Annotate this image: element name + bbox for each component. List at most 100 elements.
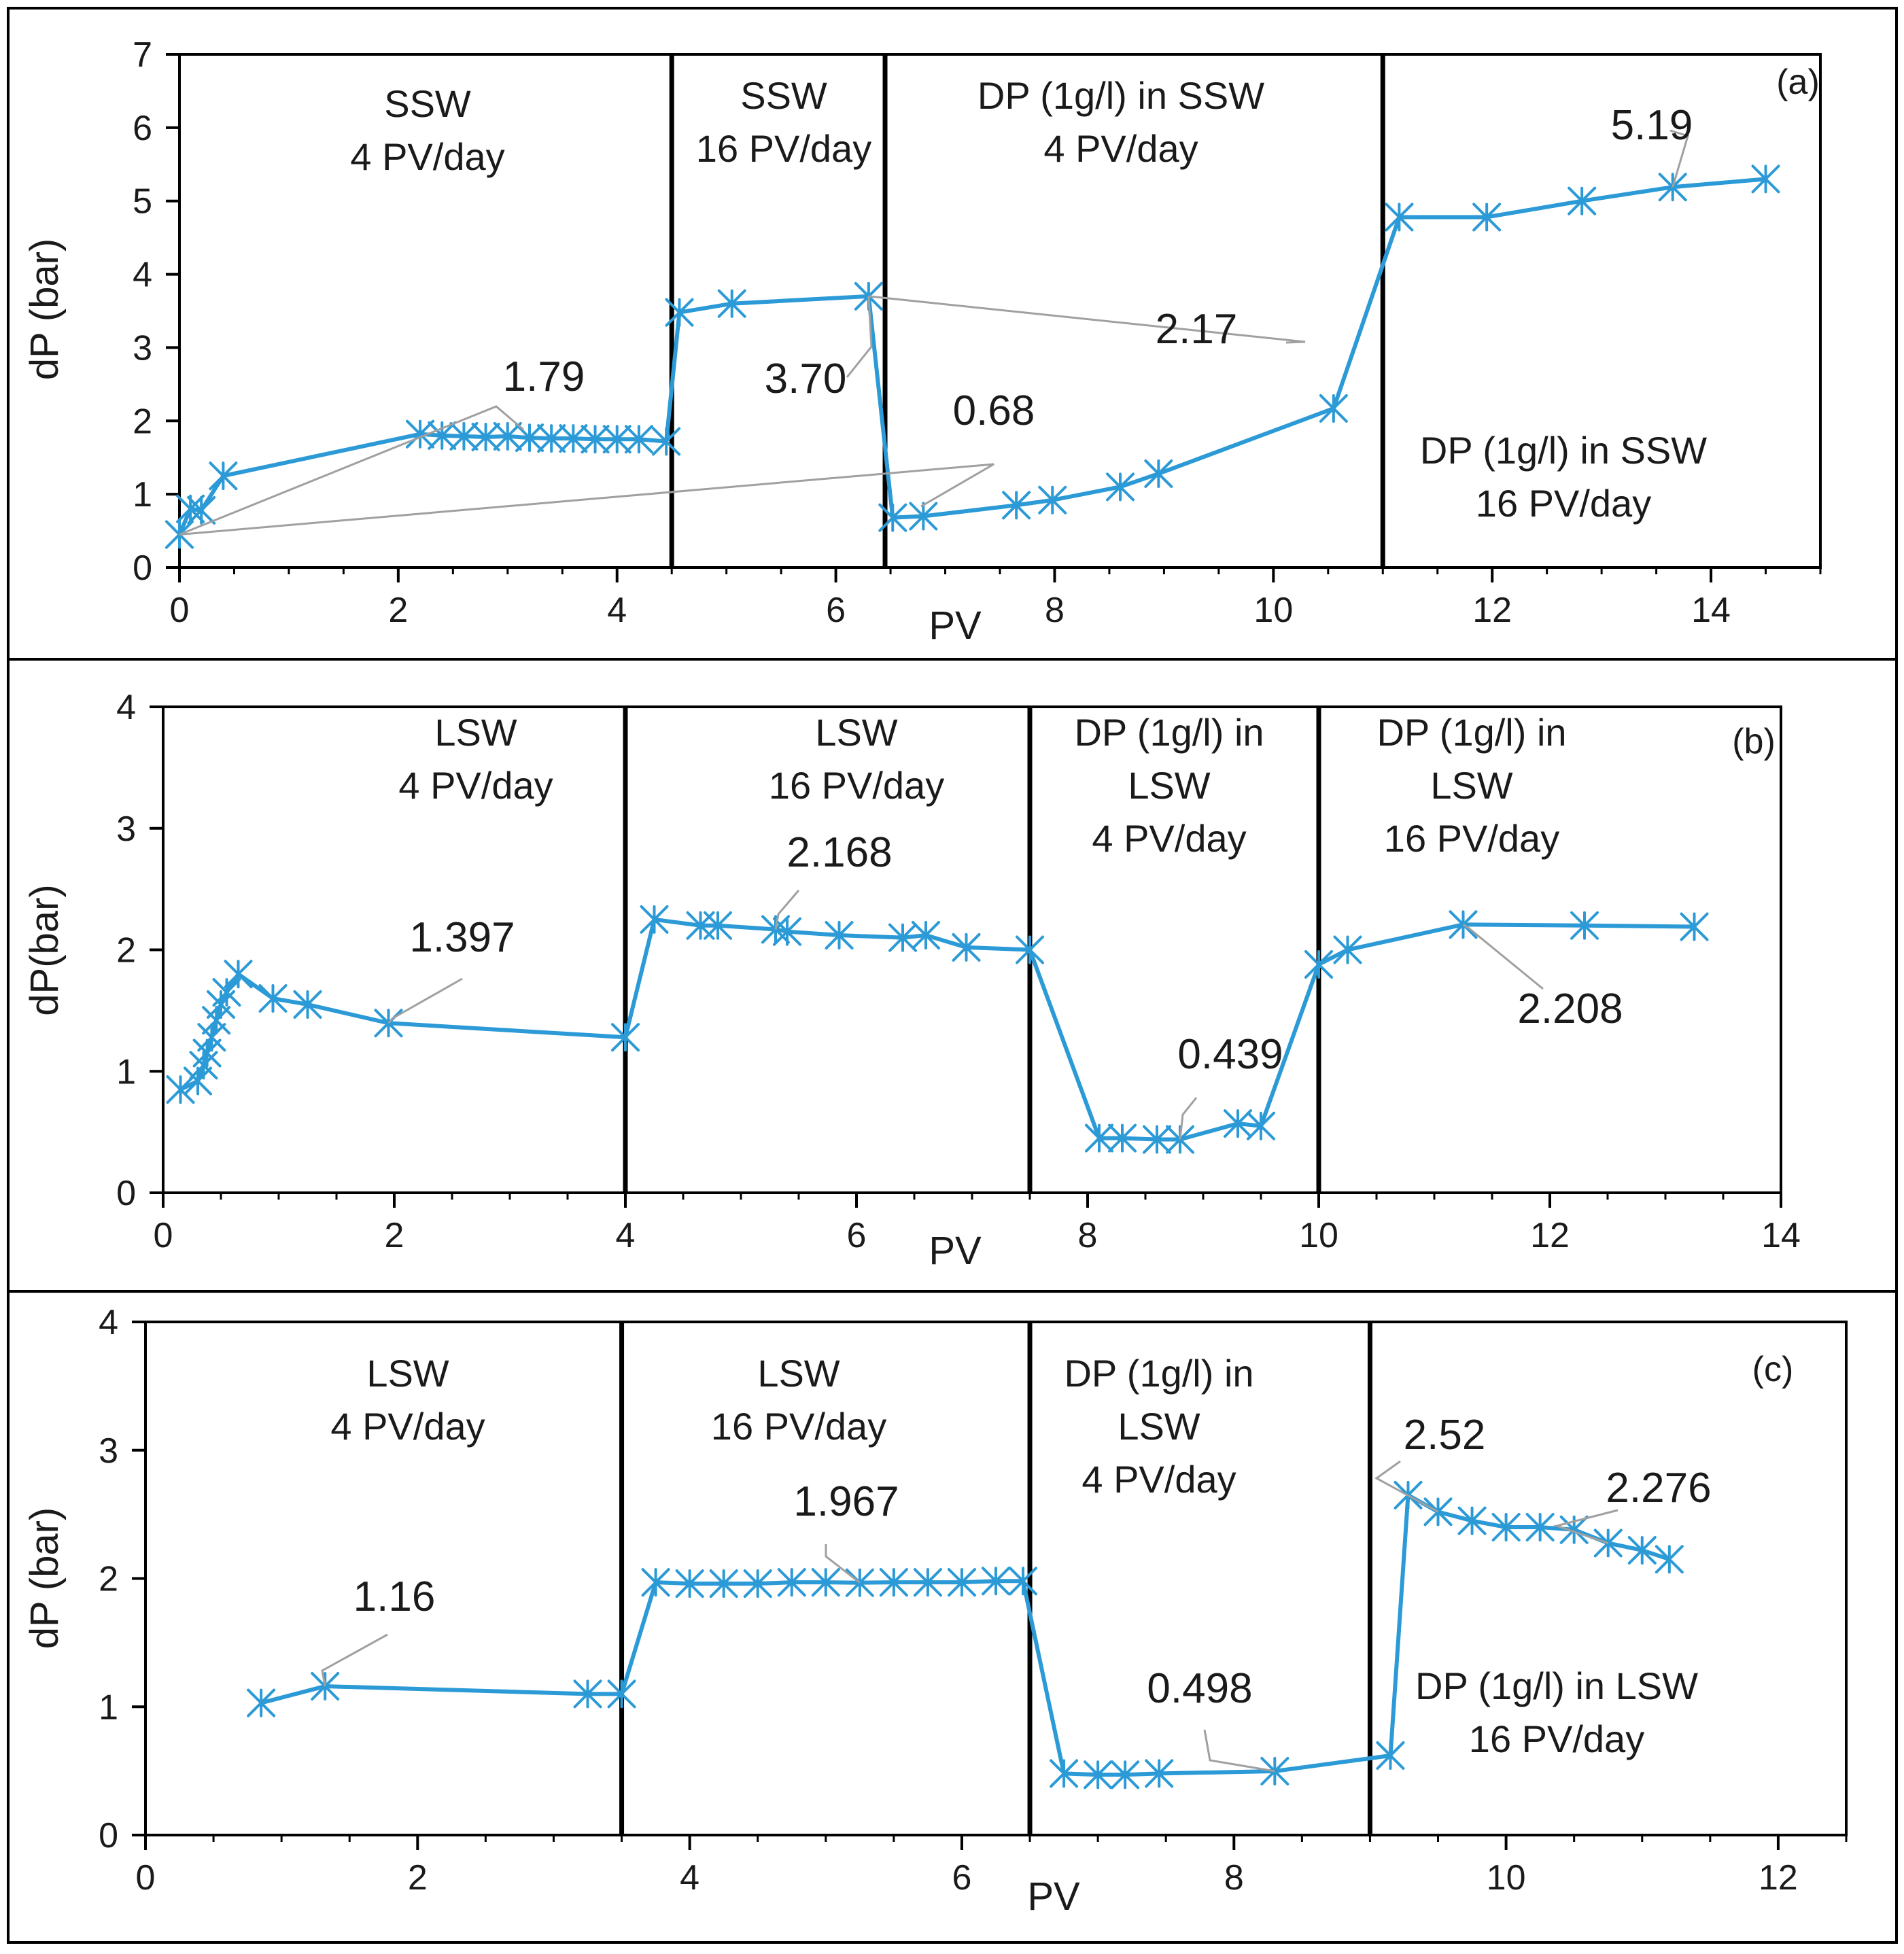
panel-c-annotation-leader xyxy=(1374,1460,1439,1513)
panel-c-y-tick-label: 1 xyxy=(99,1688,118,1727)
panel-b-annotation-leader xyxy=(774,890,800,930)
panel-a-data-point xyxy=(1038,485,1067,514)
panel-b-data-point xyxy=(1247,1111,1275,1140)
panel-b-y-tick-label: 1 xyxy=(116,1052,136,1092)
panel-c-x-tick-label: 4 xyxy=(680,1858,699,1898)
panel-a-data-point xyxy=(717,289,746,318)
panel-a-annotation-leader xyxy=(1669,129,1689,188)
panel-a-data-point xyxy=(1751,164,1780,194)
panel-a-region-label: 4 PV/day xyxy=(1043,127,1198,170)
panel-a-data-point xyxy=(187,495,216,525)
panel-b-data-point xyxy=(202,1006,231,1035)
panel-b-data-point xyxy=(640,905,669,934)
panel-a-region-label: 16 PV/day xyxy=(1476,482,1651,525)
panel-a-data-point xyxy=(665,298,694,327)
panel-b-region-label: LSW xyxy=(434,711,517,754)
panel-b-y-tick-label: 2 xyxy=(116,931,136,971)
panel-c-data-label: 1.16 xyxy=(353,1573,436,1620)
panel-b-data-point xyxy=(258,984,288,1013)
panel-a-x-tick-label: 6 xyxy=(826,591,846,630)
panel-b-data-point xyxy=(166,1075,195,1104)
panel-b-data-point xyxy=(912,921,940,950)
panel-c-panel-tag: (c) xyxy=(1752,1350,1794,1389)
panel-a-data-point xyxy=(406,419,435,449)
panel-b-data-label: 2.168 xyxy=(786,829,892,876)
panel-c-data-label: 2.52 xyxy=(1404,1412,1486,1459)
panel-b-region-label: DP (1g/l) in xyxy=(1377,711,1566,754)
panel-c-data-point xyxy=(607,1679,636,1709)
panel-b-x-tick-label: 12 xyxy=(1530,1216,1570,1255)
panel-b-region-label: 4 PV/day xyxy=(398,764,553,807)
panel-c-data-point xyxy=(1491,1513,1521,1541)
panel-b-data-point xyxy=(1333,935,1362,964)
panel-b-x-tick-label: 0 xyxy=(154,1216,173,1255)
panel-a-data-point xyxy=(493,421,522,451)
panel-a-data-point xyxy=(471,423,500,452)
panel-a-x-axis-title: PV xyxy=(929,604,982,648)
panel-c-x-tick-label: 12 xyxy=(1759,1858,1798,1898)
panel-a-x-tick-label: 10 xyxy=(1253,591,1293,630)
panel-b-x-axis-title: PV xyxy=(929,1229,982,1273)
panel-a-data-label: 3.70 xyxy=(765,355,847,402)
panel-c-y-tick-label: 3 xyxy=(99,1431,118,1471)
panel-b-data-point xyxy=(611,1023,640,1052)
panel-a-x-tick-label: 14 xyxy=(1691,591,1731,630)
panel-b-x-tick-label: 6 xyxy=(847,1216,867,1255)
panel-c-data-point xyxy=(1376,1741,1405,1770)
panel-a-data-point xyxy=(1472,203,1502,232)
panel-c-data-point xyxy=(1084,1760,1113,1790)
panel-b-data-point xyxy=(1016,935,1044,964)
panel-b-y-tick-label: 4 xyxy=(116,688,136,727)
panel-a-y-tick-label: 1 xyxy=(133,475,152,514)
panel-frame-c xyxy=(7,1290,1898,1944)
panel-a-y-tick-label: 4 xyxy=(133,256,152,295)
panel-c-region-label: DP (1g/l) in xyxy=(1064,1352,1253,1395)
panel-a-region-label: SSW xyxy=(384,82,471,125)
panel-a-annotation-leader xyxy=(868,295,1306,344)
panel-a-data-label: 1.79 xyxy=(503,353,585,400)
panel-a-data-point xyxy=(209,461,238,491)
panel-a-data-point xyxy=(652,427,681,456)
panel-a-data-point xyxy=(449,421,479,451)
panel-c-data-point xyxy=(1111,1760,1140,1790)
panel-b-data-point xyxy=(1680,912,1709,941)
panel-c-data-point xyxy=(1457,1506,1487,1535)
panel-c-y-tick-label: 2 xyxy=(99,1560,118,1599)
panel-b-region-label: 4 PV/day xyxy=(1092,817,1246,860)
panel-a-data-point xyxy=(1319,394,1348,423)
panel-a-y-tick-label: 0 xyxy=(133,548,152,588)
panel-a-region-label: 4 PV/day xyxy=(350,135,504,178)
panel-c-region-label: 16 PV/day xyxy=(711,1405,886,1448)
panel-a-region-label: DP (1g/l) in SSW xyxy=(1420,429,1707,472)
panel-b-x-tick-label: 2 xyxy=(385,1216,404,1255)
panel-c-y-tick-label: 4 xyxy=(99,1303,118,1342)
panel-c-data-point xyxy=(709,1569,738,1599)
panel-b-region-label: 16 PV/day xyxy=(1384,817,1559,860)
panel-a-annotation-leader xyxy=(179,463,994,536)
panel-b-data-point xyxy=(197,1023,226,1052)
panel-a-data-point xyxy=(1144,459,1173,488)
panel-a-region-label: 16 PV/day xyxy=(696,127,871,170)
panel-a-data-point xyxy=(1002,491,1031,520)
panel-c-data-point xyxy=(1145,1759,1174,1788)
panel-b-data-label: 2.208 xyxy=(1517,985,1623,1032)
panel-b-y-axis-title: dP(bar) xyxy=(22,884,67,1015)
panel-b-y-tick-label: 3 xyxy=(116,809,136,849)
panel-a-data-point xyxy=(428,421,457,450)
panel-c-annotation-leader xyxy=(321,1633,388,1687)
panel-a-y-tick-label: 2 xyxy=(133,402,152,441)
panel-a-data-point xyxy=(909,502,938,531)
panel-b-x-tick-label: 10 xyxy=(1299,1216,1338,1255)
panel-c-y-tick-label: 0 xyxy=(99,1816,118,1855)
panel-a-data-point xyxy=(878,503,907,532)
panel-c-region-label: LSW xyxy=(366,1352,449,1395)
panel-a-data-point xyxy=(559,424,588,453)
panel-b-panel-tag: (b) xyxy=(1732,722,1776,761)
panel-c-data-label: 0.498 xyxy=(1147,1665,1252,1712)
panel-c-data-point xyxy=(641,1568,670,1597)
panel-c-data-point xyxy=(1525,1513,1555,1541)
panel-b-data-point xyxy=(773,917,801,946)
panel-b-y-tick-label: 0 xyxy=(116,1174,136,1213)
panel-c-data-point xyxy=(1655,1545,1684,1574)
